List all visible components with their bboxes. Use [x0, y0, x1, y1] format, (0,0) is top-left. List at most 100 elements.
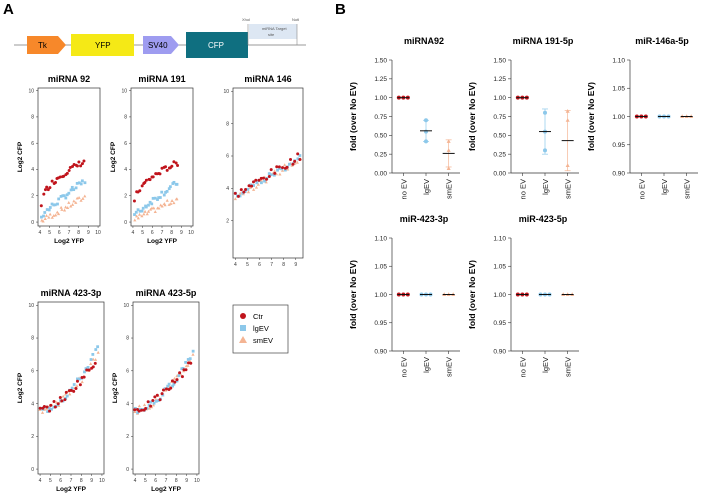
x-tick-label-lgev: lgEV	[422, 179, 431, 195]
x-tick-label: 5	[246, 262, 249, 268]
point-smev	[152, 206, 156, 210]
point-smev	[170, 199, 174, 202]
point-lgev	[79, 182, 83, 186]
point-smev	[56, 212, 61, 216]
point-lgev	[249, 183, 253, 187]
y-tick-label: 6	[124, 141, 127, 147]
x-tick-label-lgev: lgEV	[422, 357, 431, 373]
point-ctr	[49, 403, 53, 407]
data-point-smev	[446, 166, 451, 170]
y-tick-label: 0.00	[493, 170, 506, 177]
point-lgev	[160, 190, 164, 194]
scatter-mirna-146: miRNA 146 4 5 6 7 8 9 2 4 6 8 10	[223, 74, 304, 268]
point-ctr	[87, 368, 91, 372]
point-smev	[137, 212, 142, 216]
point-smev	[133, 410, 137, 414]
point-ctr	[275, 165, 279, 169]
y-tick-label: 0	[126, 467, 129, 473]
data-point-smev	[565, 163, 570, 167]
point-ctr	[146, 400, 150, 404]
x-tick-label-smev: smEV	[683, 179, 692, 199]
y-tick-label: 4	[126, 401, 129, 407]
point-ctr	[164, 387, 168, 391]
point-ctr	[67, 169, 71, 173]
point-ctr	[244, 187, 248, 191]
point-lgev	[147, 403, 151, 407]
point-lgev	[52, 405, 56, 409]
x-tick-label: 10	[95, 230, 101, 236]
point-ctr	[45, 405, 49, 409]
y-axis-label: fold (over No EV)	[348, 260, 358, 329]
point-ctr	[143, 181, 147, 185]
point-lgev	[43, 211, 47, 214]
point-ctr	[82, 375, 86, 379]
dotplot-mir-146a-5p: miR-146a-5p 0.90 0.95 1.00 1.05 1.10 fold (ove…	[586, 36, 698, 199]
dotplot-mirna-191-5p: miRNA 191-5p 0.00 0.25 0.50 0.75 1.00 1.25 1.50…	[467, 36, 579, 199]
x-tick-label: 5	[144, 478, 147, 484]
point-smev	[259, 178, 263, 182]
x-tick-label: 4	[234, 262, 237, 268]
x-tick-label: 8	[77, 230, 80, 236]
point-lgev	[72, 188, 76, 192]
y-tick-label: 8	[124, 115, 127, 121]
x-tick-label-no-ev: no EV	[399, 179, 408, 199]
panel-b-label: B	[335, 1, 346, 18]
point-lgev	[57, 197, 61, 201]
y-tick-label: 10	[28, 88, 34, 94]
legend-marker-smev	[239, 336, 247, 343]
point-lgev	[273, 173, 276, 177]
point-ctr	[75, 164, 79, 168]
point-lgev	[172, 382, 176, 386]
x-tick-label: 7	[165, 478, 168, 484]
point-smev	[140, 214, 144, 218]
y-tick-label: 0	[31, 467, 34, 473]
x-tick-label: 4	[132, 230, 135, 236]
point-lgev	[138, 408, 142, 411]
point-smev	[246, 190, 251, 194]
x-tick-label-smev: smEV	[564, 179, 573, 199]
point-lgev	[156, 198, 159, 201]
x-tick-label-lgev: lgEV	[541, 179, 550, 195]
point-ctr	[58, 395, 62, 399]
point-ctr	[267, 175, 271, 179]
target-label-2: site	[268, 32, 275, 37]
x-tick-label: 8	[282, 262, 285, 268]
point-lgev	[46, 410, 50, 413]
point-lgev	[158, 196, 162, 199]
point-smev	[169, 202, 173, 205]
point-smev	[256, 182, 260, 186]
point-ctr	[259, 176, 263, 180]
point-ctr	[48, 409, 52, 413]
x-tick-label: 9	[294, 262, 297, 268]
point-ctr	[251, 180, 255, 184]
y-tick-label: 1.00	[374, 95, 387, 102]
point-lgev	[156, 399, 160, 402]
point-smev	[71, 203, 75, 206]
y-tick-label: 0.90	[493, 348, 506, 355]
point-ctr	[236, 194, 240, 198]
point-smev	[264, 180, 268, 184]
point-smev	[61, 394, 65, 398]
point-lgev	[191, 349, 195, 353]
y-axis-label: Log2 CFP	[112, 372, 119, 403]
x-tick-label: 8	[175, 478, 178, 484]
point-lgev	[162, 193, 166, 197]
point-smev	[159, 203, 163, 207]
point-ctr	[50, 179, 54, 183]
point-lgev	[149, 400, 153, 404]
x-tick-label: 8	[80, 478, 83, 484]
point-ctr	[281, 166, 285, 170]
x-tick-label: 4	[39, 230, 42, 236]
point-ctr	[79, 164, 83, 168]
point-ctr	[74, 387, 78, 391]
point-lgev	[42, 214, 45, 218]
point-ctr	[169, 386, 173, 390]
x-tick-label-lgev: lgEV	[541, 357, 550, 373]
dotplot-mir-423-3p: miR-423-3p 0.90 0.95 1.00 1.05 1.10 fold (over…	[348, 214, 460, 377]
point-lgev	[47, 406, 51, 410]
point-ctr	[149, 404, 153, 408]
point-ctr	[161, 388, 165, 392]
point-smev	[248, 185, 252, 189]
point-lgev	[152, 401, 156, 405]
y-tick-label: 0.95	[374, 320, 387, 327]
